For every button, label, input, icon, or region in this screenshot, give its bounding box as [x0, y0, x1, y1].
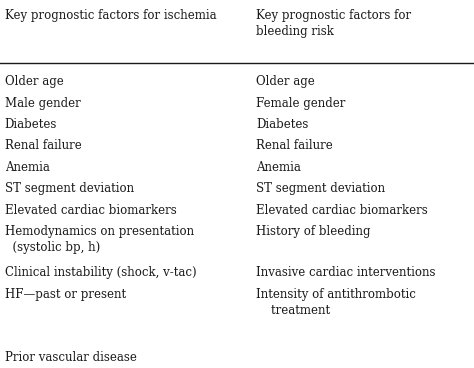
Text: Anemia: Anemia	[256, 161, 301, 174]
Text: Female gender: Female gender	[256, 97, 346, 110]
Text: Clinical instability (shock, v-tac): Clinical instability (shock, v-tac)	[5, 266, 196, 279]
Text: ST segment deviation: ST segment deviation	[256, 182, 385, 195]
Text: Older age: Older age	[256, 75, 315, 88]
Text: Diabetes: Diabetes	[5, 118, 57, 131]
Text: Elevated cardiac biomarkers: Elevated cardiac biomarkers	[256, 204, 428, 216]
Text: Diabetes: Diabetes	[256, 118, 308, 131]
Text: Elevated cardiac biomarkers: Elevated cardiac biomarkers	[5, 204, 176, 216]
Text: Invasive cardiac interventions: Invasive cardiac interventions	[256, 266, 436, 279]
Text: Renal failure: Renal failure	[5, 139, 82, 152]
Text: HF—past or present: HF—past or present	[5, 288, 126, 301]
Text: Hemodynamics on presentation
  (systolic bp, h): Hemodynamics on presentation (systolic b…	[5, 225, 194, 254]
Text: Key prognostic factors for ischemia: Key prognostic factors for ischemia	[5, 9, 216, 22]
Text: Intensity of antithrombotic
    treatment: Intensity of antithrombotic treatment	[256, 288, 416, 317]
Text: ST segment deviation: ST segment deviation	[5, 182, 134, 195]
Text: History of bleeding: History of bleeding	[256, 225, 371, 238]
Text: Older age: Older age	[5, 75, 64, 88]
Text: Male gender: Male gender	[5, 97, 81, 110]
Text: Anemia: Anemia	[5, 161, 50, 174]
Text: Key prognostic factors for
bleeding risk: Key prognostic factors for bleeding risk	[256, 9, 411, 38]
Text: Prior vascular disease: Prior vascular disease	[5, 351, 137, 364]
Text: Renal failure: Renal failure	[256, 139, 333, 152]
